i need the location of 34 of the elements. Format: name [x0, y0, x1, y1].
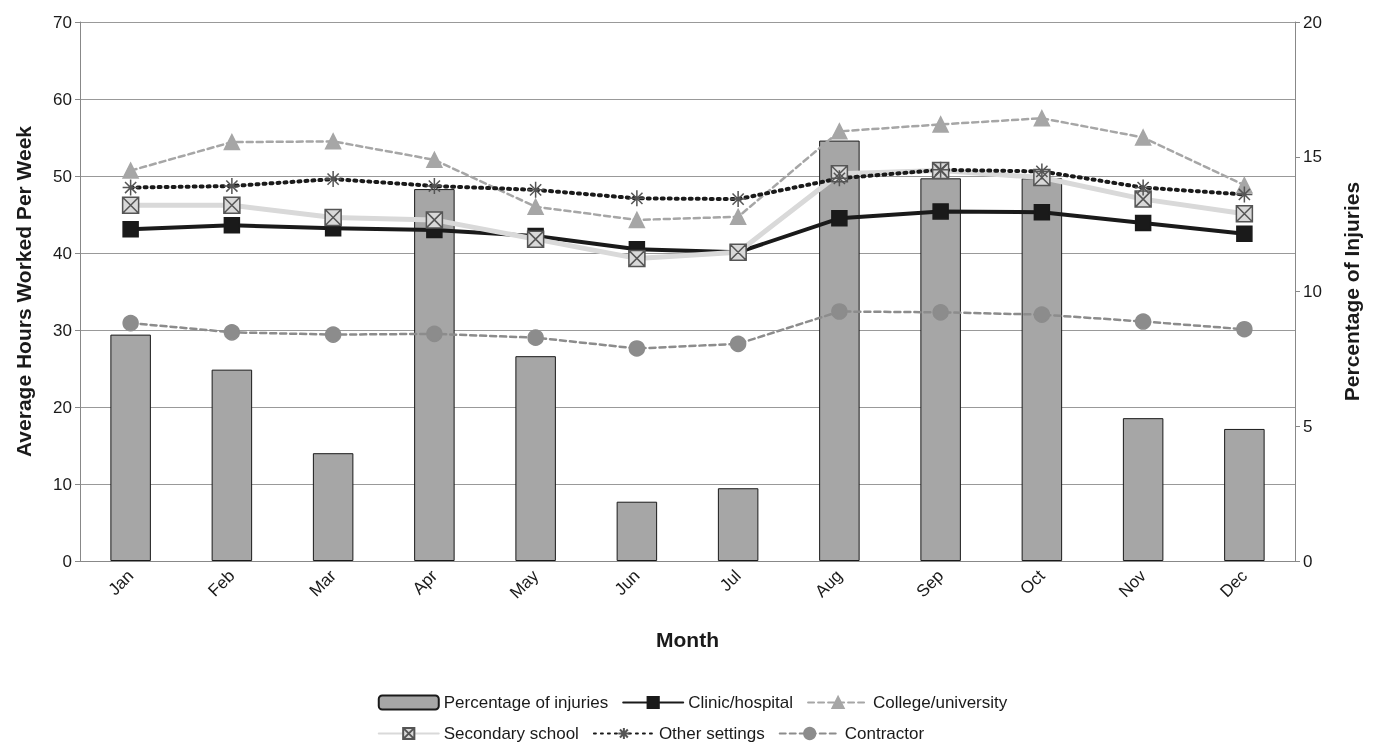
x-tick-label: Feb	[204, 566, 239, 601]
legend-label: Clinic/hospital	[688, 693, 794, 712]
y-tick-label: 50	[53, 166, 72, 186]
y-tick-label: 10	[53, 474, 72, 494]
y2-tick-label: 15	[1303, 147, 1322, 167]
x-tick-label: Nov	[1115, 565, 1151, 602]
y-tick-label: 70	[53, 12, 72, 32]
x-tick-label: Jul	[716, 566, 745, 596]
x-tick-label: Jun	[610, 566, 644, 600]
y-tick-label: 0	[62, 551, 72, 571]
legend-label: Secondary school	[443, 724, 579, 743]
x-tick-label: Dec	[1216, 565, 1252, 602]
y-tick-label: 40	[53, 243, 72, 263]
x-axis-title: Month	[656, 628, 719, 651]
x-tick-label: May	[506, 565, 543, 603]
legend-label: Contractor	[844, 724, 925, 743]
legend-label: College/university	[873, 693, 1008, 712]
legend-label: Other settings	[658, 724, 765, 743]
y-tick-label: 20	[53, 397, 72, 417]
x-tick-label: Jan	[104, 566, 138, 600]
legend-label: Percentage of injuries	[443, 693, 609, 712]
y2-tick-label: 10	[1303, 282, 1322, 301]
y-tick-label: 30	[53, 320, 72, 340]
y2-tick-label: 0	[1303, 551, 1313, 571]
x-tick-label: Apr	[408, 566, 442, 599]
x-tick-label: Sep	[912, 566, 948, 602]
y-tick-label: 60	[53, 89, 72, 109]
x-tick-label: Aug	[811, 566, 847, 602]
y-axis-title: Average Hours Worked Per Week	[12, 125, 35, 458]
y2-tick-label: 20	[1303, 12, 1322, 32]
x-tick-label: Mar	[305, 566, 341, 601]
x-tick-label: Oct	[1016, 566, 1049, 599]
y2-axis-title: Percentage of Injuries	[1340, 181, 1363, 402]
y2-tick-label: 5	[1303, 416, 1313, 436]
